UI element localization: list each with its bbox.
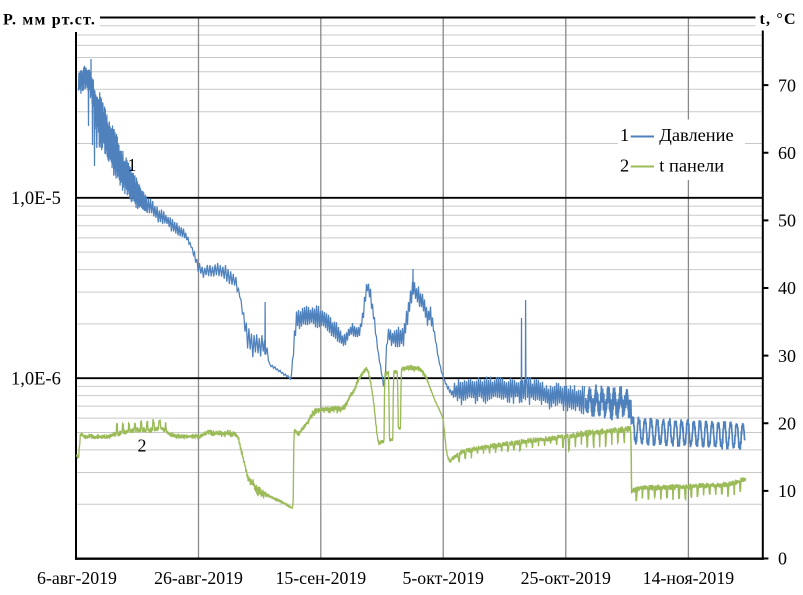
svg-text:2: 2: [138, 436, 147, 456]
svg-text:6-авг-2019: 6-авг-2019: [37, 568, 117, 588]
svg-text:40: 40: [778, 278, 796, 298]
svg-text:1: 1: [620, 125, 629, 145]
svg-text:1: 1: [128, 155, 137, 175]
svg-text:14-ноя-2019: 14-ноя-2019: [643, 568, 735, 588]
svg-text:25-окт-2019: 25-окт-2019: [521, 568, 611, 588]
svg-text:60: 60: [778, 143, 796, 163]
svg-text:Р. мм рт.ст.: Р. мм рт.ст.: [3, 12, 96, 29]
svg-text:t панели: t панели: [659, 156, 724, 176]
svg-text:2: 2: [620, 156, 629, 176]
svg-text:1,0E-6: 1,0E-6: [11, 370, 61, 390]
svg-text:30: 30: [778, 346, 796, 366]
svg-text:10: 10: [778, 481, 796, 501]
svg-text:20: 20: [778, 413, 796, 433]
svg-text:t, °C: t, °C: [760, 11, 797, 28]
svg-text:26-авг-2019: 26-авг-2019: [154, 568, 243, 588]
svg-text:50: 50: [778, 211, 796, 231]
svg-text:1,0E-5: 1,0E-5: [11, 189, 61, 209]
svg-text:5-окт-2019: 5-окт-2019: [403, 568, 484, 588]
svg-text:Давление: Давление: [659, 125, 733, 145]
svg-text:70: 70: [778, 75, 796, 95]
svg-text:15-сен-2019: 15-сен-2019: [275, 568, 366, 588]
svg-text:0: 0: [778, 549, 787, 569]
